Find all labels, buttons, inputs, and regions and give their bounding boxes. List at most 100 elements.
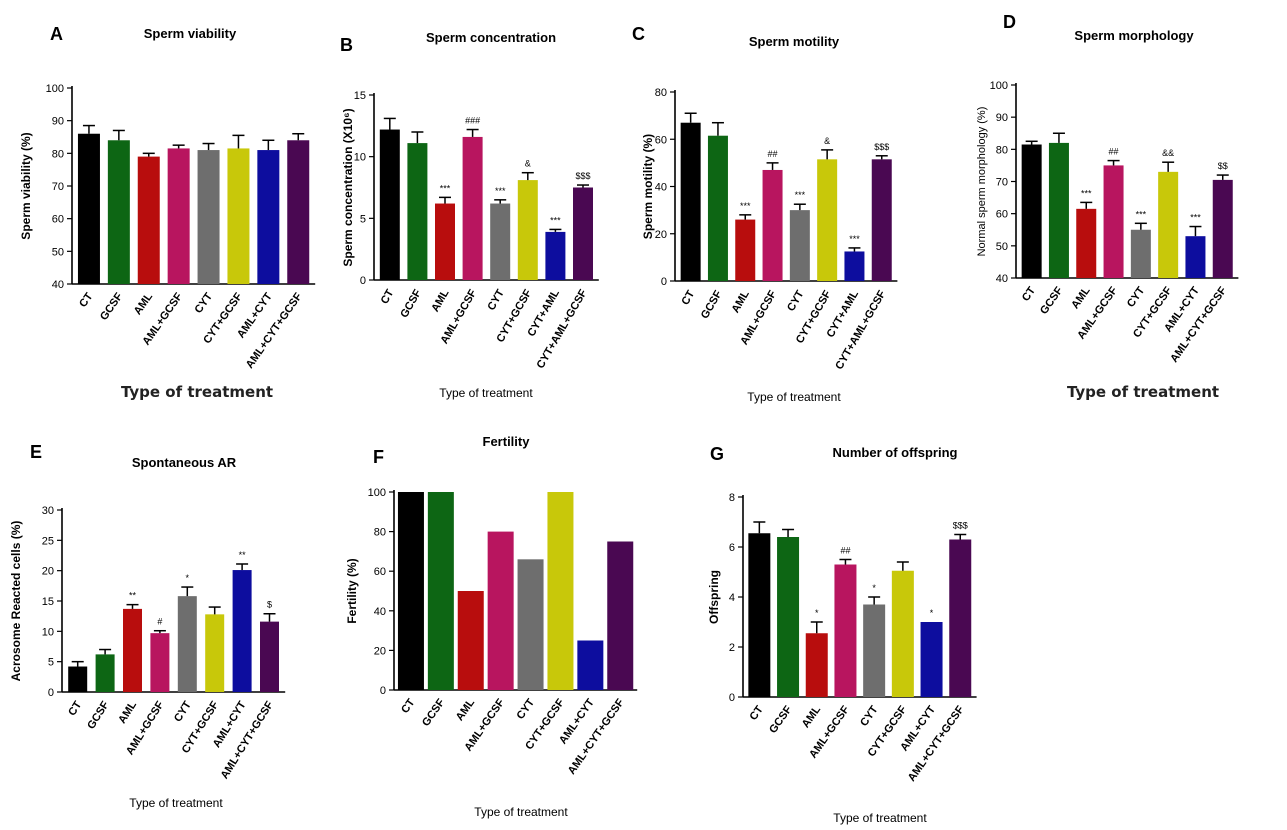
y-tick-label: 10	[354, 152, 366, 164]
significance-mark: #	[157, 617, 162, 627]
panel-letter: C	[632, 24, 645, 44]
y-tick-label: 0	[48, 687, 54, 699]
bar	[490, 203, 511, 280]
category-label: AML	[1069, 285, 1093, 312]
bar	[817, 159, 838, 281]
x-axis-label: Type of treatment	[439, 386, 533, 400]
category-label: GCSF	[98, 291, 126, 323]
bar	[257, 150, 280, 284]
bar	[1130, 229, 1151, 278]
y-tick-label: 60	[52, 214, 64, 226]
chart-title: Sperm concentration	[426, 30, 556, 45]
bar	[397, 492, 424, 690]
category-label: GCSF	[420, 697, 448, 729]
significance-mark: ##	[840, 546, 850, 556]
category-label: CYT+AML+GCSF	[535, 287, 590, 371]
bar	[95, 654, 115, 692]
bar	[427, 492, 454, 690]
chart-title: Sperm viability	[144, 26, 237, 41]
bar	[462, 136, 483, 280]
bar	[607, 541, 634, 690]
significance-mark: ***	[740, 201, 751, 211]
bar	[167, 148, 190, 284]
y-tick-label: 40	[996, 273, 1008, 285]
significance-mark: ***	[1081, 188, 1092, 198]
y-tick-label: 5	[360, 213, 366, 225]
category-label: AML+CYT+GCSF	[566, 697, 627, 777]
bar	[547, 492, 574, 690]
chart-title: Fertility	[483, 434, 531, 449]
panel-c: C Sperm motility 0 20 40 60 80 Sperm motility (…	[632, 24, 898, 404]
significance-mark: ##	[768, 149, 778, 159]
significance-mark: ***	[1190, 213, 1201, 223]
y-tick-label: 6	[729, 542, 735, 554]
bar	[517, 180, 538, 280]
category-label: AML	[800, 704, 824, 731]
bar	[789, 210, 810, 281]
significance-mark: &	[525, 159, 531, 169]
bar	[517, 559, 544, 690]
category-label: CYT	[485, 287, 507, 312]
bar	[545, 231, 566, 280]
bar	[920, 622, 943, 697]
panel-letter: F	[373, 447, 384, 467]
y-tick-label: 60	[996, 209, 1008, 221]
y-axis-label: Offspring	[707, 570, 721, 624]
bar	[150, 633, 170, 692]
significance-mark: ##	[1109, 147, 1119, 157]
y-axis-label: Fertility (%)	[345, 558, 359, 623]
category-label: GCSF	[767, 704, 795, 736]
significance-mark: *	[930, 608, 934, 618]
x-axis-label: Type of treatment	[747, 390, 841, 404]
panel-letter: A	[50, 24, 63, 44]
y-axis-label: Sperm viability (%)	[19, 132, 33, 239]
x-axis-label: Type of treatment	[129, 796, 223, 810]
y-tick-label: 0	[380, 685, 386, 697]
x-axis-label: Type of treatment	[121, 383, 273, 401]
panel-g: G Number of offspring 0 2 4 6 8 Offspring CT GCSF…	[707, 444, 977, 825]
category-label: AML+CYT+GCSF	[244, 291, 305, 371]
significance-mark: ###	[465, 116, 480, 126]
panel-f: F Fertility 0 20 40 60 80 100 Fertility (%) CT GCS…	[345, 434, 638, 819]
y-tick-label: 25	[42, 535, 54, 547]
y-tick-label: 80	[996, 144, 1008, 156]
y-tick-label: 15	[42, 596, 54, 608]
category-label: CYT	[193, 291, 216, 316]
category-label: CYT	[172, 699, 194, 724]
bar	[735, 219, 756, 281]
bar	[77, 133, 100, 284]
chart-title: Number of offspring	[833, 445, 958, 460]
panel-e: E Spontaneous AR 0 5 10 15 20 25 30 Acrosome Reac…	[9, 442, 286, 810]
bar	[949, 539, 972, 697]
significance-mark: &	[824, 136, 830, 146]
y-tick-label: 5	[48, 657, 54, 669]
bar	[891, 570, 914, 697]
y-tick-label: 100	[990, 80, 1008, 92]
panel-a: A Sperm viability 40 50 60 70 80 90 100 Sperm via…	[19, 24, 316, 401]
chart-title: Sperm morphology	[1074, 28, 1194, 43]
y-tick-label: 50	[996, 241, 1008, 253]
y-tick-label: 100	[46, 83, 64, 95]
significance-mark: $$$	[953, 521, 968, 531]
y-tick-label: 90	[52, 116, 64, 128]
panel-letter: G	[710, 444, 724, 464]
y-tick-label: 100	[368, 487, 386, 499]
bar	[407, 143, 428, 280]
bar	[1158, 171, 1179, 278]
y-tick-label: 0	[729, 692, 735, 704]
y-tick-label: 40	[52, 279, 64, 291]
significance-mark: ***	[550, 215, 561, 225]
bar	[871, 159, 892, 281]
y-tick-label: 15	[354, 90, 366, 102]
bar	[260, 621, 279, 692]
category-label: CT	[77, 291, 95, 310]
bar	[863, 604, 886, 697]
bar	[287, 140, 310, 284]
category-label: GCSF	[398, 287, 424, 320]
y-tick-label: 70	[996, 177, 1008, 189]
significance-mark: ***	[795, 190, 806, 200]
significance-mark: &&	[1162, 148, 1174, 158]
y-axis-label: Acrosome Reacted cells (%)	[9, 521, 23, 682]
category-label: CT	[1020, 285, 1038, 304]
